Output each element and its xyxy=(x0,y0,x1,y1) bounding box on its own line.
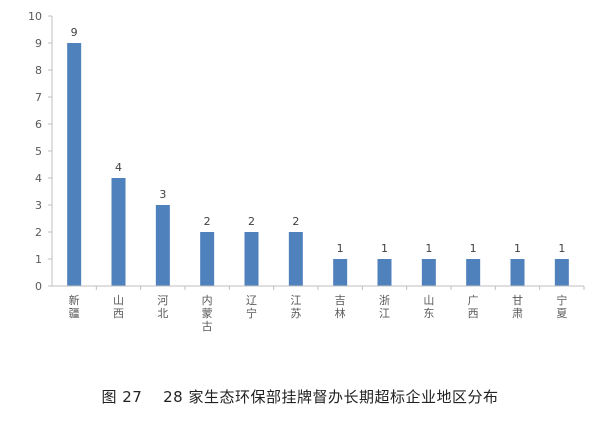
category-char: 东 xyxy=(423,307,434,320)
data-labels: 9 4 3 2 2 2 1 1 1 1 1 1 xyxy=(71,26,566,255)
y-tick-label: 9 xyxy=(35,37,42,50)
category-char: 浙 xyxy=(379,294,390,307)
bar xyxy=(510,259,525,286)
category-char: 山 xyxy=(423,294,434,307)
category-char: 江 xyxy=(379,307,390,320)
category-char: 山 xyxy=(113,294,124,307)
data-label: 2 xyxy=(292,215,299,228)
bars xyxy=(67,43,569,286)
category-label: 宁夏 xyxy=(556,293,567,320)
bar xyxy=(288,232,303,286)
bar xyxy=(377,259,392,286)
category-char: 夏 xyxy=(556,307,567,320)
data-label: 3 xyxy=(159,188,166,201)
category-label: 新疆 xyxy=(69,293,80,320)
bar xyxy=(155,205,170,286)
category-char: 疆 xyxy=(69,307,80,320)
data-label: 1 xyxy=(470,242,477,255)
data-label: 1 xyxy=(514,242,521,255)
category-char: 林 xyxy=(335,306,346,320)
y-tick-label: 7 xyxy=(35,91,42,104)
category-label: 江苏 xyxy=(290,294,301,320)
bar xyxy=(554,259,569,286)
category-char: 古 xyxy=(202,320,213,333)
category-char: 河 xyxy=(157,294,168,307)
data-label: 1 xyxy=(337,242,344,255)
category-label: 山西 xyxy=(113,294,124,320)
y-tick-label: 10 xyxy=(28,10,42,23)
bar xyxy=(421,259,436,286)
data-label: 4 xyxy=(115,161,122,174)
y-tick-label: 2 xyxy=(35,226,42,239)
category-char: 西 xyxy=(468,307,479,320)
y-tick-label: 6 xyxy=(35,118,42,131)
category-char: 肃 xyxy=(512,307,523,320)
y-tick-label: 5 xyxy=(35,145,42,158)
category-label: 吉林 xyxy=(335,294,346,320)
bar xyxy=(333,259,348,286)
category-label: 辽宁 xyxy=(246,294,257,320)
category-char: 宁 xyxy=(246,306,257,320)
category-char: 甘 xyxy=(512,294,523,307)
y-tick-label: 3 xyxy=(35,199,42,212)
category-char: 广 xyxy=(468,294,479,307)
category-char: 宁 xyxy=(556,293,567,307)
data-label: 9 xyxy=(71,26,78,39)
category-char: 内 xyxy=(202,293,213,307)
category-char: 苏 xyxy=(290,307,301,320)
data-label: 2 xyxy=(248,215,255,228)
axes xyxy=(48,15,585,290)
data-label: 1 xyxy=(425,242,432,255)
data-label: 2 xyxy=(204,215,211,228)
category-label: 浙江 xyxy=(379,294,390,320)
category-char: 江 xyxy=(290,294,301,307)
category-char: 吉 xyxy=(335,294,346,307)
y-axis-ticks: 0 1 2 3 4 5 6 7 8 9 10 xyxy=(28,10,42,293)
y-tick-label: 8 xyxy=(35,64,42,77)
category-char: 西 xyxy=(113,307,124,320)
category-char: 辽 xyxy=(246,294,257,307)
y-tick-label: 4 xyxy=(35,172,42,185)
bar xyxy=(466,259,481,286)
category-char: 新 xyxy=(69,293,80,307)
y-tick-label: 0 xyxy=(35,280,42,293)
bar xyxy=(244,232,259,286)
data-label: 1 xyxy=(558,242,565,255)
category-char: 蒙 xyxy=(202,307,213,320)
category-label: 河北 xyxy=(157,294,168,320)
figure-caption: 图 27 28 家生态环保部挂牌督办长期超标企业地区分布 xyxy=(101,388,499,406)
category-label: 广西 xyxy=(468,294,479,320)
category-char: 北 xyxy=(157,307,168,320)
bar xyxy=(200,232,215,286)
category-label: 甘肃 xyxy=(512,294,523,320)
bar xyxy=(111,178,126,286)
data-label: 1 xyxy=(381,242,388,255)
y-tick-label: 1 xyxy=(35,253,42,266)
category-label: 山东 xyxy=(423,294,434,320)
bar xyxy=(67,43,82,286)
category-label: 内蒙古 xyxy=(202,293,213,333)
